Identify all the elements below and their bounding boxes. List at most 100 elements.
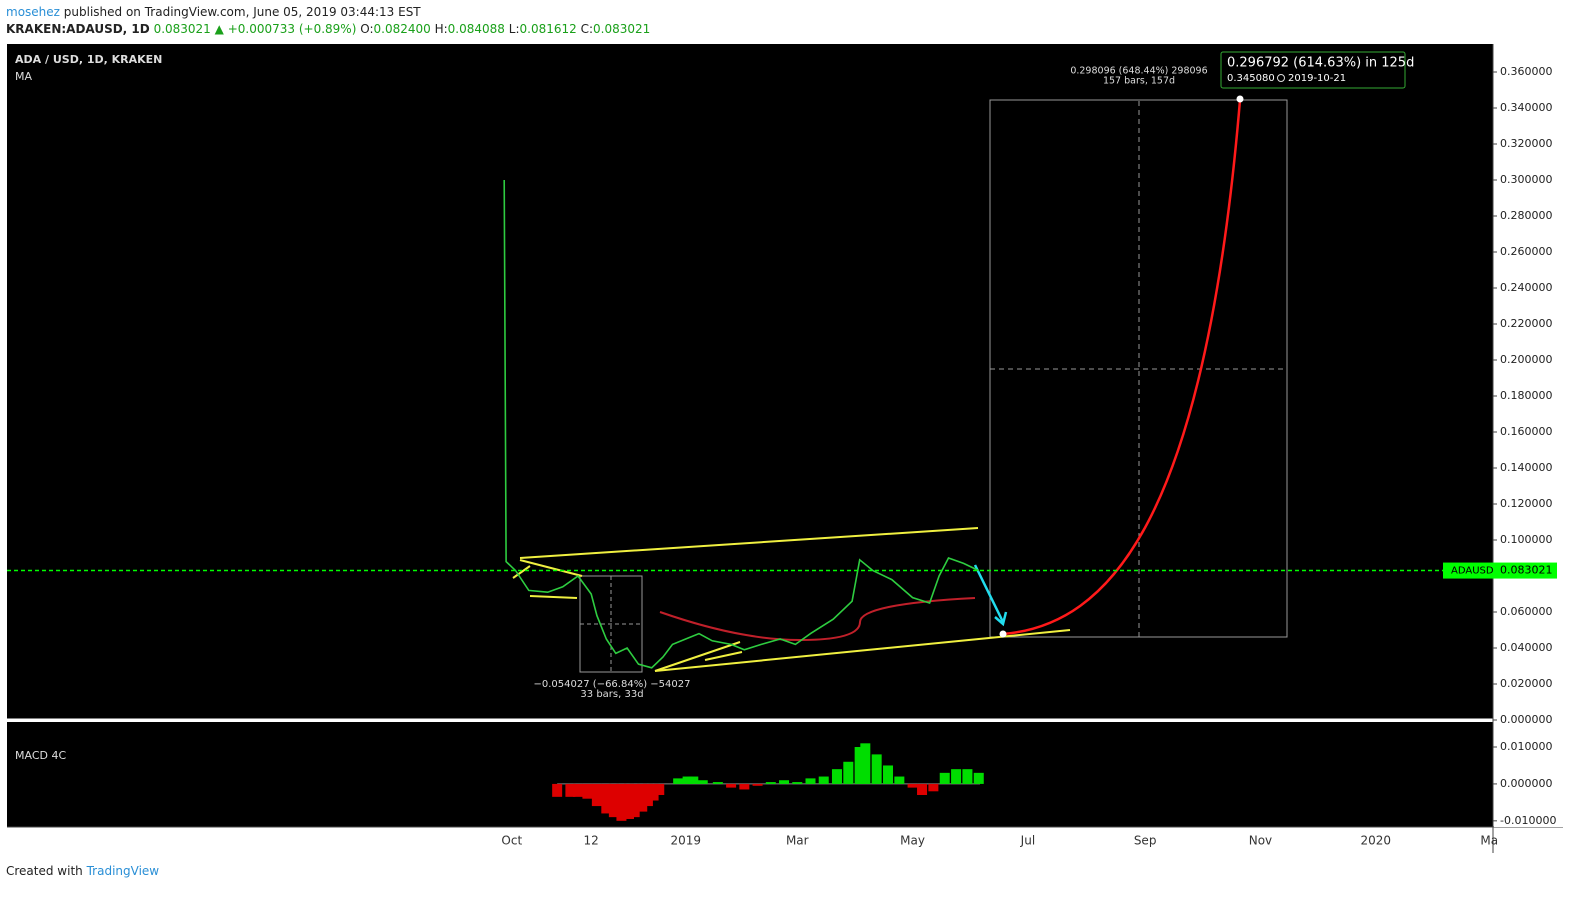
histogram-bar (831, 769, 842, 784)
y-tick-label: 0.360000 (1500, 65, 1553, 78)
main-pane (7, 44, 1493, 719)
histogram-bar (624, 783, 635, 819)
y-tick-label: 0.260000 (1500, 245, 1553, 258)
annotation: 157 bars, 157d (1103, 76, 1175, 87)
indicator: MA (15, 70, 32, 83)
x-tick-label: Nov (1249, 834, 1272, 848)
x-tick-label: Jul (1020, 834, 1035, 848)
clock-icon (1277, 74, 1285, 82)
up-icon: ▲ (214, 22, 224, 36)
x-tick-label: Ma (1480, 834, 1498, 848)
histogram-bar (591, 783, 602, 807)
y-tick-label: 0.240000 (1500, 281, 1553, 294)
projection-curve (1002, 99, 1242, 636)
histogram-bar (616, 783, 627, 821)
y-tick-label: 0.000000 (1500, 713, 1553, 726)
price-tag-name: ADAUSD (1451, 566, 1494, 577)
published: published on TradingView.com, June 05, 2… (63, 5, 421, 19)
y-tick-label: 0.000000 (1500, 777, 1553, 790)
trendline (529, 595, 578, 599)
histogram-bar (854, 747, 865, 784)
last: 0.083021 (153, 22, 211, 36)
histogram-bar (601, 783, 612, 814)
author[interactable]: mosehez (6, 5, 60, 19)
histogram-bar (642, 783, 653, 807)
histogram-bar (582, 783, 593, 799)
y-tick-label: 0.220000 (1500, 317, 1553, 330)
y-tick-label: 0.100000 (1500, 533, 1553, 546)
chart: ADA / USD, 1D, KRAKEN MA MACD 4C 0.29809… (7, 44, 1563, 853)
open: 0.082400 (373, 22, 431, 36)
created: Created with (6, 864, 83, 878)
histogram-bar (572, 783, 583, 797)
y-axis-bg (1494, 44, 1563, 827)
histogram-bar (682, 776, 693, 784)
histogram-bar (697, 780, 708, 784)
drawings (512, 51, 1406, 673)
y-tick-label: 0.280000 (1500, 209, 1553, 222)
high: 0.084088 (447, 22, 505, 36)
histogram-bar (608, 783, 619, 818)
annotation: 0.298096 (648.44%) 298096 (1070, 66, 1207, 77)
histogram-bar (962, 769, 973, 784)
y-tick-label: 0.040000 (1500, 641, 1553, 654)
dot (999, 630, 1007, 638)
annotation: −0.054027 (−66.84%) −54027 (534, 679, 691, 690)
histogram-bar (951, 769, 962, 784)
histogram-bar (712, 782, 723, 784)
histogram-bar (565, 783, 576, 797)
trendline (512, 565, 531, 579)
trendline (704, 651, 743, 661)
brand[interactable]: TradingView (86, 864, 160, 878)
histogram-bar (629, 783, 640, 818)
histogram-bar (673, 778, 684, 784)
low: 0.081612 (519, 22, 577, 36)
histogram-bar (654, 783, 665, 795)
x-tick-label: 12 (584, 834, 599, 848)
histogram-bar (860, 743, 871, 784)
y-tick-label: 0.140000 (1500, 461, 1553, 474)
trendline (654, 641, 741, 672)
footer: Created with TradingView (6, 864, 159, 878)
histogram-bar (928, 783, 939, 792)
y-tick-label: 0.320000 (1500, 137, 1553, 150)
histogram-bar (739, 783, 750, 790)
price-tag (1443, 562, 1557, 579)
change: +0.000733 (+0.89%) (227, 22, 357, 36)
y-tick-label: -0.010000 (1500, 814, 1556, 827)
histogram-bar (843, 761, 854, 784)
y-tick-label: 0.200000 (1500, 353, 1553, 366)
y-tick-label: 0.340000 (1500, 101, 1553, 114)
x-tick-label: Oct (501, 834, 522, 848)
histogram-bar (939, 772, 950, 784)
y-tick-label: 0.300000 (1500, 173, 1553, 186)
histogram-bar (917, 783, 928, 795)
histogram-bar (779, 780, 790, 784)
header-line: mosehez published on TradingView.com, Ju… (6, 4, 650, 21)
annotation: 0.345080 (1227, 73, 1275, 84)
histogram-bar (765, 782, 776, 784)
histogram-bar (818, 776, 829, 784)
histogram-bar (907, 783, 918, 788)
y-tick-label: 0.020000 (1500, 677, 1553, 690)
x-tick-label: May (900, 834, 925, 848)
histogram-bar (688, 776, 699, 784)
histogram-bar (637, 783, 648, 812)
trendline (519, 559, 583, 577)
label-box (1220, 51, 1406, 89)
ohlc-line: KRAKEN:ADAUSD, 1D 0.083021 ▲ +0.000733 (… (6, 21, 650, 38)
annotation: 33 bars, 33d (580, 689, 643, 700)
h-label: H: (434, 22, 448, 36)
arrow (973, 564, 1008, 627)
histogram-bar (726, 783, 737, 788)
dot (1236, 95, 1244, 103)
close: 0.083021 (593, 22, 651, 36)
ma-line (659, 597, 976, 642)
price-tag-value: 0.083021 (1500, 564, 1553, 577)
annotation: 0.296792 (614.63%) in 125d (1227, 56, 1414, 71)
y-tick-label: 0.060000 (1500, 605, 1553, 618)
histogram-bar (883, 765, 894, 784)
trendline (654, 629, 1071, 672)
histogram-bar (805, 778, 816, 784)
